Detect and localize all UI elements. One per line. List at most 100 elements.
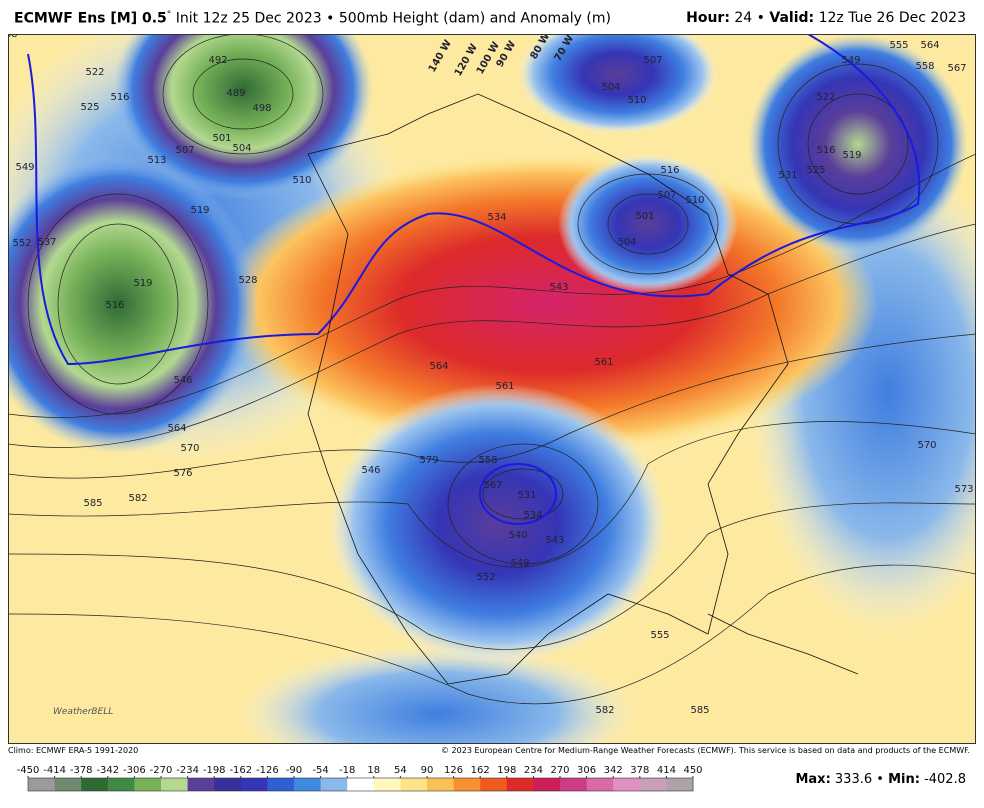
colorbar-tick-label: -162 (229, 765, 252, 776)
coastlines (307, 93, 859, 685)
anomaly (113, 34, 373, 199)
colorbar-swatch (214, 778, 242, 791)
anomaly (518, 34, 718, 134)
contour-label: 549 (15, 162, 34, 173)
contour-label: 516 (660, 165, 679, 176)
colorbar-swatch (639, 778, 667, 791)
colorbar-tick-label: -90 (286, 765, 302, 776)
colorbar-swatch (240, 778, 268, 791)
contour-label: 582 (595, 705, 614, 716)
contour-label: 516 (105, 300, 124, 311)
contour-label: 585 (690, 705, 709, 716)
min-label: Min: (888, 772, 920, 787)
anomaly (558, 154, 738, 294)
contour-label: 531 (517, 490, 536, 501)
sep: • (876, 772, 884, 787)
colorbar-swatch (400, 778, 428, 791)
colorbar-swatch (480, 778, 508, 791)
colorbar-swatch (320, 778, 348, 791)
contour-label: 519 (133, 278, 152, 289)
colorbar-tick-label: 126 (444, 765, 463, 776)
contour-label: 570 (917, 440, 936, 451)
colorbar-swatch (267, 778, 295, 791)
degree: ° (166, 10, 172, 20)
contour-label: 519 (842, 150, 861, 161)
colorbar-swatch (613, 778, 641, 791)
colorbar-swatch (666, 778, 694, 791)
contour-label: 546 (173, 375, 192, 386)
contour-label: 561 (594, 357, 613, 368)
map: 522 525 516 549 552 537 513 519 519 516 528 546 564 5… (8, 34, 976, 744)
contour-label: 546 (361, 465, 380, 476)
valid-label: Valid: (769, 10, 815, 26)
colorbar-tick-label: 18 (367, 765, 380, 776)
colorbar-swatch (134, 778, 162, 791)
header-left: ECMWF Ens [M] 0.5° Init 12z 25 Dec 2023 … (14, 10, 611, 27)
colorbar-tick-label: -54 (312, 765, 328, 776)
product: 500mb Height (dam) and Anomaly (m) (338, 10, 611, 27)
copyright: © 2023 European Centre for Medium-Range … (441, 746, 970, 755)
sep: • (756, 10, 765, 26)
max-min: Max: 333.6 • Min: -402.8 (795, 772, 966, 787)
contour-label: 501 (212, 133, 231, 144)
contour-label: 534 (487, 212, 506, 223)
contour-label: 558 (478, 455, 497, 466)
contour-label: 534 (523, 510, 542, 521)
colorbar-frame (27, 777, 694, 792)
colorbar-tick-label: 54 (394, 765, 407, 776)
contour-label: 540 (508, 530, 527, 541)
contour-label: 525 (80, 102, 99, 113)
sep: • (326, 10, 335, 27)
contour-label: 585 (83, 498, 102, 509)
colorbar-tick-label: -342 (96, 765, 119, 776)
header-right: Hour: 24 • Valid: 12z Tue 26 Dec 2023 (686, 10, 966, 26)
contour-label: 564 (167, 423, 186, 434)
contour-label: 507 (643, 55, 662, 66)
contour-label: 579 (419, 455, 438, 466)
colorbar-swatch (373, 778, 401, 791)
colorbar-tick-label: 342 (604, 765, 623, 776)
contour-label: 549 (841, 55, 860, 66)
colorbar-tick-label: -306 (123, 765, 146, 776)
contour-label: 561 (495, 381, 514, 392)
colorbar-swatch (107, 778, 135, 791)
contour-label: 567 (483, 480, 502, 491)
title: ECMWF Ens [M] 0.5 (14, 10, 167, 27)
footer: Climo: ECMWF ERA-5 1991-2020 © 2023 Euro… (0, 744, 984, 808)
colorbar-swatch (453, 778, 481, 791)
colorbar-tick-label: 450 (683, 765, 702, 776)
anomaly (8, 154, 258, 454)
colorbar-swatch (81, 778, 109, 791)
colorbar-tick-label: -450 (17, 765, 40, 776)
contour-label: 504 (232, 143, 251, 154)
contour-label: 555 (889, 40, 908, 51)
valid: 12z Tue 26 Dec 2023 (818, 10, 966, 26)
colorbar-tick-label: 378 (630, 765, 649, 776)
contour-label: 570 (180, 443, 199, 454)
contour-label: 543 (545, 535, 564, 546)
colorbar-swatch (294, 778, 322, 791)
contour-label: 543 (549, 282, 568, 293)
min: -402.8 (924, 772, 966, 787)
contour-label: 549 (510, 558, 529, 569)
contour-label: 504 (601, 82, 620, 93)
contour-label: 507 (657, 190, 676, 201)
contours (8, 34, 976, 705)
contour-label: 555 (650, 630, 669, 641)
contour-label: 567 (947, 63, 966, 74)
logo: WeatherBELL (53, 707, 113, 717)
contour-label: 504 (617, 237, 636, 248)
contour-label: 588 (8, 34, 18, 40)
contour-label: 537 (37, 237, 56, 248)
colorbar-tick-label: 270 (550, 765, 569, 776)
colorbar-tick-label: -378 (70, 765, 93, 776)
contour-label: 489 (226, 88, 245, 99)
colorbar-tick-label: -126 (256, 765, 279, 776)
climo: Climo: ECMWF ERA-5 1991-2020 (8, 746, 139, 755)
colorbar-swatch (54, 778, 82, 791)
contour-label: 516 (110, 92, 129, 103)
colorbar-tick-label: -198 (203, 765, 226, 776)
anomaly (748, 34, 968, 254)
colorbar-swatch (347, 778, 375, 791)
colorbar-tick-label: -18 (339, 765, 355, 776)
